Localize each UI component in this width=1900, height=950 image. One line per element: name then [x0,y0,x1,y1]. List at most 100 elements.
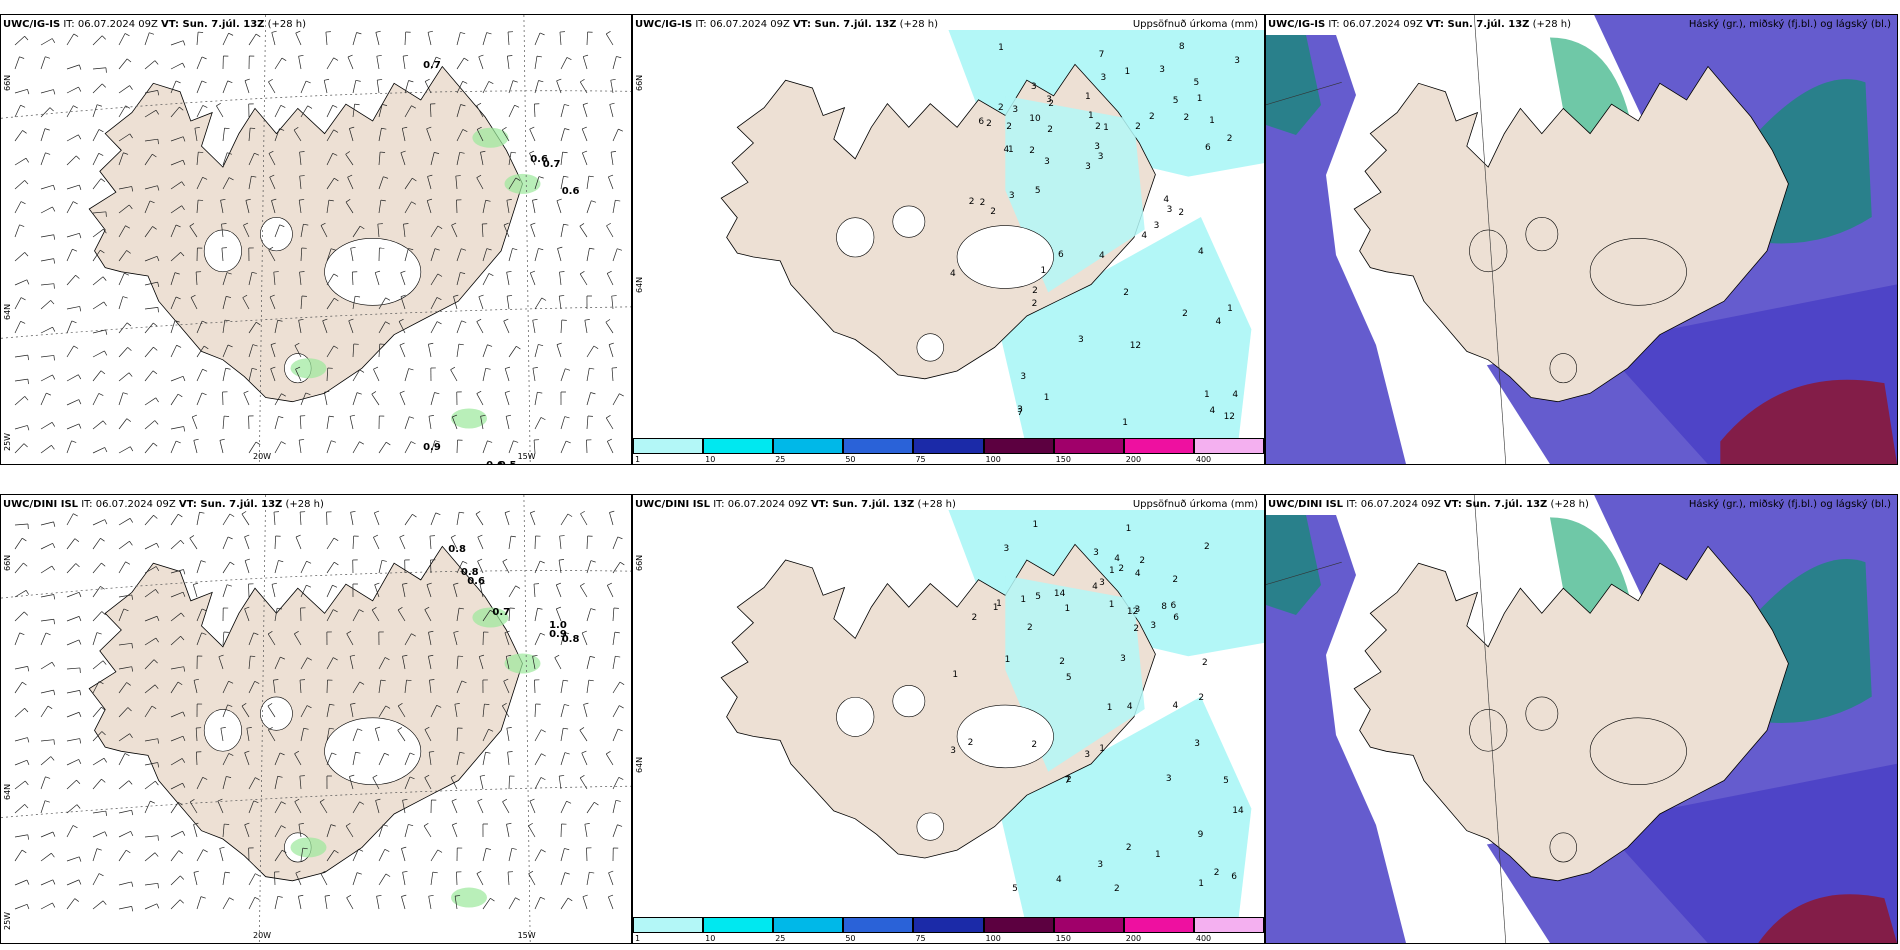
precip-value: 6 [978,116,985,127]
precip-value: 4 [950,269,956,280]
precip-value: 2 [1048,98,1054,109]
precip-value: 3 [1044,156,1050,167]
colorbar-segment [913,438,984,454]
precip-value: 2 [1066,775,1072,786]
precip-value: 7 [1064,776,1071,787]
precip-value: 1 [1108,599,1115,610]
precip-value: 4 [1092,582,1098,593]
colorbar-segment [843,917,914,933]
colorbar-tick: 50 [845,455,856,464]
colorbar-segment [1053,917,1124,933]
lat-label: 64N [635,756,644,773]
precip-value: 2 [1027,623,1033,634]
colorbar-tick: 100 [985,934,1001,943]
title-model: UWC/DINI ISL [1268,499,1344,510]
colorbar-segment [983,438,1054,454]
colorbar-tick: 50 [845,934,856,943]
precip-value: 2 [1135,122,1141,133]
title-lead: (+28 h) [282,499,324,510]
precip-value: 3 [1020,371,1027,382]
precip-value: 3 [1046,95,1053,106]
precip-value: 4 [1114,553,1120,564]
map-canvas [1,495,631,943]
precip-value: 1 [1103,123,1109,134]
colorbar-tick: 1 [635,455,641,464]
colorbar-segment [703,438,774,454]
title-lead: (+28 h) [896,19,939,30]
precip-value: 1 [1155,850,1161,861]
precip-value: 2 [968,197,975,208]
map-canvas [720,510,1264,917]
precip-value: 3 [1077,335,1084,346]
precip-value: 2 [990,207,996,218]
precip-value: 1 [1125,524,1132,535]
title-lead: (+28 h) [264,19,307,30]
precip-value: 3 [1134,604,1141,615]
precip-value: 2 [1047,124,1053,135]
precip-value: 4 [1126,701,1133,712]
precip-value: 2 [1139,556,1146,567]
precip-value: 2 [1133,623,1140,634]
wind-gust-value: 0.7 [492,607,511,618]
precip-value: 4 [1163,194,1170,205]
title-valid-label: VT: Sun. 7.júl. 13Z [810,499,915,510]
precip-value: 3 [1085,161,1091,172]
precip-value: 2 [1202,658,1208,669]
wind-gust-value: 0.8 [561,633,580,645]
lon-label: 15W [517,452,536,461]
panel-title: UWC/IG-IS IT: 06.07.2024 09Z VT: Sun. 7.… [3,19,306,30]
precip-value: 1 [1124,66,1131,77]
colorbar-tick: 1 [635,934,641,943]
colorbar-segment [633,917,704,933]
title-lead: (+28 h) [914,499,956,510]
precip-value: 4 [1215,317,1222,328]
precip-value: 1 [1064,604,1071,615]
precip-value: 3 [1008,191,1015,202]
title-valid-label: VT: Sun. 7.júl. 13Z [161,19,265,30]
colorbar-segment [1123,917,1194,933]
title-init-time: IT: 06.07.2024 09Z [692,19,794,30]
precip-value: 1 [1106,702,1113,713]
precip-value: 1 [1040,266,1047,277]
precip-value: 6 [1231,872,1238,883]
precip-value: 4 [1172,701,1179,712]
precip-value: 1 [1087,110,1094,121]
precip-value: 1 [1203,390,1210,401]
precip-value: 2 [1095,121,1101,132]
precip-value: 7 [1017,407,1023,418]
lat-label: 66N [3,75,12,92]
lat-label: 66N [3,554,12,572]
precip-value: 1 [1032,520,1039,531]
precip-value: 14 [1053,589,1066,600]
panel-wind-dini: UWC/DINI ISL IT: 06.07.2024 09Z VT: Sun.… [0,494,632,944]
precip-value: 12 [1126,607,1139,618]
lat-label: 64N [635,277,644,294]
precip-value: 7 [1098,50,1105,61]
precip-value: 3 [1097,859,1104,870]
precip-value: 2 [1113,883,1120,894]
colorbar-segment [773,917,844,933]
wind-gust-value: 0.7 [542,158,561,170]
colorbar-segment [983,917,1054,933]
precip-value: 2 [1213,867,1220,878]
panel-field-label: Uppsöfnuð úrkoma (mm) [1132,499,1258,510]
panel-title: UWC/DINI ISL IT: 06.07.2024 09Z VT: Sun.… [635,499,956,510]
lon-label: 15W [517,931,536,940]
colorbar-segment [1123,438,1194,454]
colorbar-segment [1053,438,1124,454]
precip-value: 2 [979,197,986,208]
precip-value: 6 [1173,613,1180,624]
precip-value: 12 [1223,411,1236,422]
precip-value: 5 [1065,672,1072,683]
precip-value: 1 [1196,93,1203,104]
precip-value: 9 [1197,829,1204,840]
precip-value: 5 [1193,77,1200,88]
colorbar-tick: 400 [1195,934,1212,943]
precip-colorbar: 1 10 25 50 75 100 150 200 400 [633,438,1264,464]
title-lead: (+28 h) [1529,19,1572,30]
lat-label: 25W [3,911,12,930]
title-valid-label: VT: Sun. 7.júl. 13Z [1443,499,1548,510]
precip-value: 3 [1100,73,1107,84]
precip-value: 3 [1153,220,1160,231]
precip-value: 2 [997,102,1004,113]
